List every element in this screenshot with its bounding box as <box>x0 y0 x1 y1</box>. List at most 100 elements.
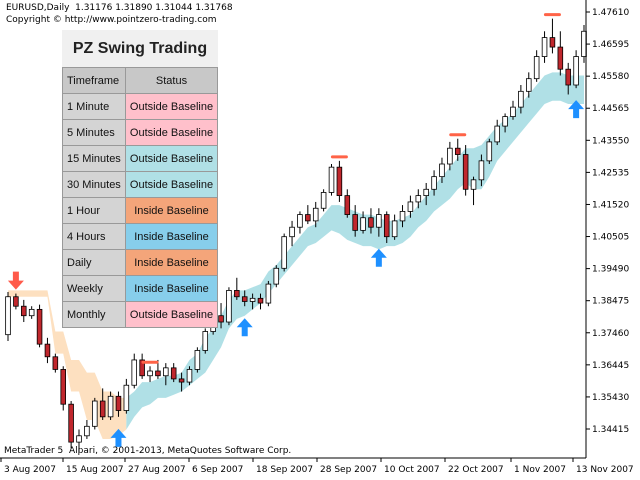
candle-body <box>226 290 232 323</box>
candle-body <box>107 395 114 418</box>
candle-body <box>320 192 327 209</box>
table-header-row: Timeframe Status <box>62 67 218 94</box>
status-cell: Outside Baseline <box>125 93 218 120</box>
candle-body <box>28 308 35 317</box>
candle-body <box>170 367 177 380</box>
candle-body <box>470 179 477 190</box>
candle-body <box>68 403 74 443</box>
candle-body <box>52 356 59 370</box>
candle-body <box>573 56 579 86</box>
buy-arrow-icon <box>110 428 127 447</box>
candle-body <box>533 56 540 80</box>
candle-body <box>312 207 319 222</box>
candle-body <box>352 214 358 231</box>
candle-body <box>99 400 106 418</box>
candle-body <box>297 214 303 228</box>
status-header: Status <box>125 67 218 94</box>
timeframe-cell: 30 Minutes <box>62 171 126 198</box>
time-label: 22 Oct 2007 <box>448 465 504 475</box>
table-row: Monthly Outside Baseline <box>62 301 218 328</box>
timeframe-cell: 15 Minutes <box>62 145 126 172</box>
price-label: 1.46595 <box>592 40 629 50</box>
candle-body <box>115 395 122 411</box>
candle-body <box>202 331 209 351</box>
candle-body <box>454 147 461 155</box>
candle-body <box>131 359 138 386</box>
candle-body <box>557 46 564 70</box>
table-row: 4 Hours Inside Baseline <box>62 223 218 250</box>
candle-body <box>565 68 571 86</box>
candle-body <box>431 176 437 190</box>
timeframe-header: Timeframe <box>62 67 126 94</box>
price-label: 1.43550 <box>592 136 629 146</box>
candle-body <box>273 267 280 285</box>
candle-body <box>178 378 185 383</box>
candle-body <box>399 211 406 222</box>
candle-body <box>423 188 429 197</box>
candle-body <box>415 195 422 203</box>
symbol-info: EURUSD,Daily 1.31176 1.31890 1.31044 1.3… <box>6 3 233 13</box>
price-label: 1.38475 <box>592 297 629 307</box>
candle-body <box>84 425 90 437</box>
candle-body <box>549 37 556 48</box>
status-cell: Inside Baseline <box>125 223 218 250</box>
candle-body <box>21 305 27 317</box>
price-label: 1.42535 <box>592 168 629 178</box>
candle-body <box>541 37 548 57</box>
candle-body <box>305 214 311 222</box>
price-label: 1.41520 <box>592 200 629 210</box>
table-row: 15 Minutes Outside Baseline <box>62 145 218 172</box>
status-cell: Inside Baseline <box>125 197 218 224</box>
candle-body <box>60 369 66 405</box>
timeframe-cell: 4 Hours <box>62 223 126 250</box>
candle-body <box>502 116 508 127</box>
time-label: 10 Oct 2007 <box>384 465 440 475</box>
price-label: 1.44565 <box>592 104 629 114</box>
candle-body <box>163 367 169 377</box>
time-label: 1 Nov 2007 <box>514 465 566 475</box>
time-label: 15 Aug 2007 <box>66 465 124 475</box>
timeframe-cell: Weekly <box>62 275 126 302</box>
panel-title: PZ Swing Trading <box>62 30 218 67</box>
timeframe-cell: Daily <box>62 249 126 276</box>
status-cell: Outside Baseline <box>125 119 218 146</box>
candle-body <box>5 296 11 336</box>
table-row: 30 Minutes Outside Baseline <box>62 171 218 198</box>
candle-body <box>462 154 469 190</box>
candle-body <box>123 384 130 411</box>
candle-body <box>360 217 366 231</box>
candle-body <box>439 163 445 178</box>
time-label: 28 Sep 2007 <box>320 465 377 475</box>
price-label: 1.37460 <box>592 329 629 339</box>
candle-body <box>336 166 343 197</box>
status-cell: Outside Baseline <box>125 301 218 328</box>
candle-body <box>155 370 161 377</box>
table-row: Daily Inside Baseline <box>62 249 218 276</box>
price-label: 1.45580 <box>592 72 629 82</box>
candle-body <box>518 90 524 108</box>
candle-body <box>36 308 43 345</box>
timeframe-cell: 1 Minute <box>62 93 126 120</box>
candle-body <box>368 217 374 228</box>
status-cell: Inside Baseline <box>125 249 218 276</box>
status-cell: Outside Baseline <box>125 171 218 198</box>
candle-body <box>328 166 335 193</box>
candle-body <box>447 147 453 165</box>
candle-body <box>407 201 414 212</box>
candle-body <box>92 400 98 427</box>
timeframe-cell: 1 Hour <box>62 197 126 224</box>
status-table: Timeframe Status 1 Minute Outside Baselin… <box>62 67 218 328</box>
candle-body <box>376 214 382 228</box>
candle-body <box>478 160 485 181</box>
sell-arrow-icon <box>7 271 24 290</box>
price-label: 1.39490 <box>592 265 629 275</box>
candle-body <box>510 106 516 118</box>
time-label: 18 Sep 2007 <box>256 465 313 475</box>
status-cell: Inside Baseline <box>125 275 218 302</box>
price-label: 1.47610 <box>592 8 629 18</box>
copyright-text: Copyright © http://www.pointzero-trading… <box>6 15 217 25</box>
price-label: 1.36445 <box>592 361 629 371</box>
time-label: 3 Aug 2007 <box>4 465 56 475</box>
